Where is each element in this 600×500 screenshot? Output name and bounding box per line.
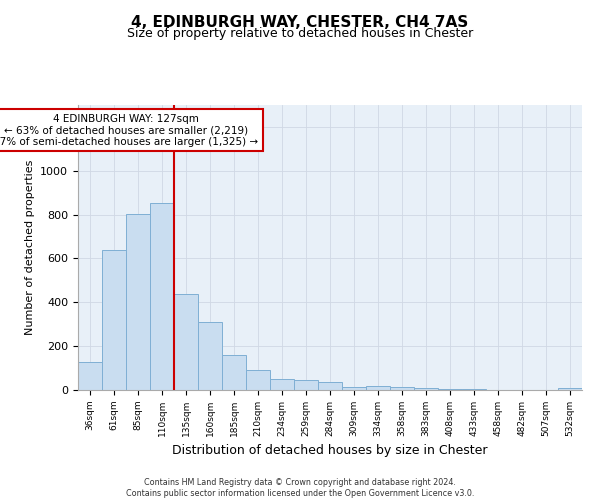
Bar xyxy=(294,380,318,390)
Bar xyxy=(270,378,294,390)
Bar xyxy=(438,389,462,390)
Bar xyxy=(198,322,222,390)
Bar xyxy=(390,386,414,390)
Bar xyxy=(102,250,126,390)
Bar xyxy=(342,386,366,390)
X-axis label: Distribution of detached houses by size in Chester: Distribution of detached houses by size … xyxy=(172,444,488,458)
Bar xyxy=(222,356,246,390)
Text: Contains HM Land Registry data © Crown copyright and database right 2024.
Contai: Contains HM Land Registry data © Crown c… xyxy=(126,478,474,498)
Bar xyxy=(414,388,438,390)
Bar xyxy=(78,362,102,390)
Bar xyxy=(150,202,174,390)
Text: Size of property relative to detached houses in Chester: Size of property relative to detached ho… xyxy=(127,28,473,40)
Bar xyxy=(318,382,342,390)
Y-axis label: Number of detached properties: Number of detached properties xyxy=(25,160,35,335)
Text: 4, EDINBURGH WAY, CHESTER, CH4 7AS: 4, EDINBURGH WAY, CHESTER, CH4 7AS xyxy=(131,15,469,30)
Bar xyxy=(174,294,198,390)
Bar xyxy=(126,214,150,390)
Bar xyxy=(366,386,390,390)
Text: 4 EDINBURGH WAY: 127sqm
← 63% of detached houses are smaller (2,219)
37% of semi: 4 EDINBURGH WAY: 127sqm ← 63% of detache… xyxy=(0,114,259,147)
Bar xyxy=(558,388,582,390)
Bar xyxy=(246,370,270,390)
